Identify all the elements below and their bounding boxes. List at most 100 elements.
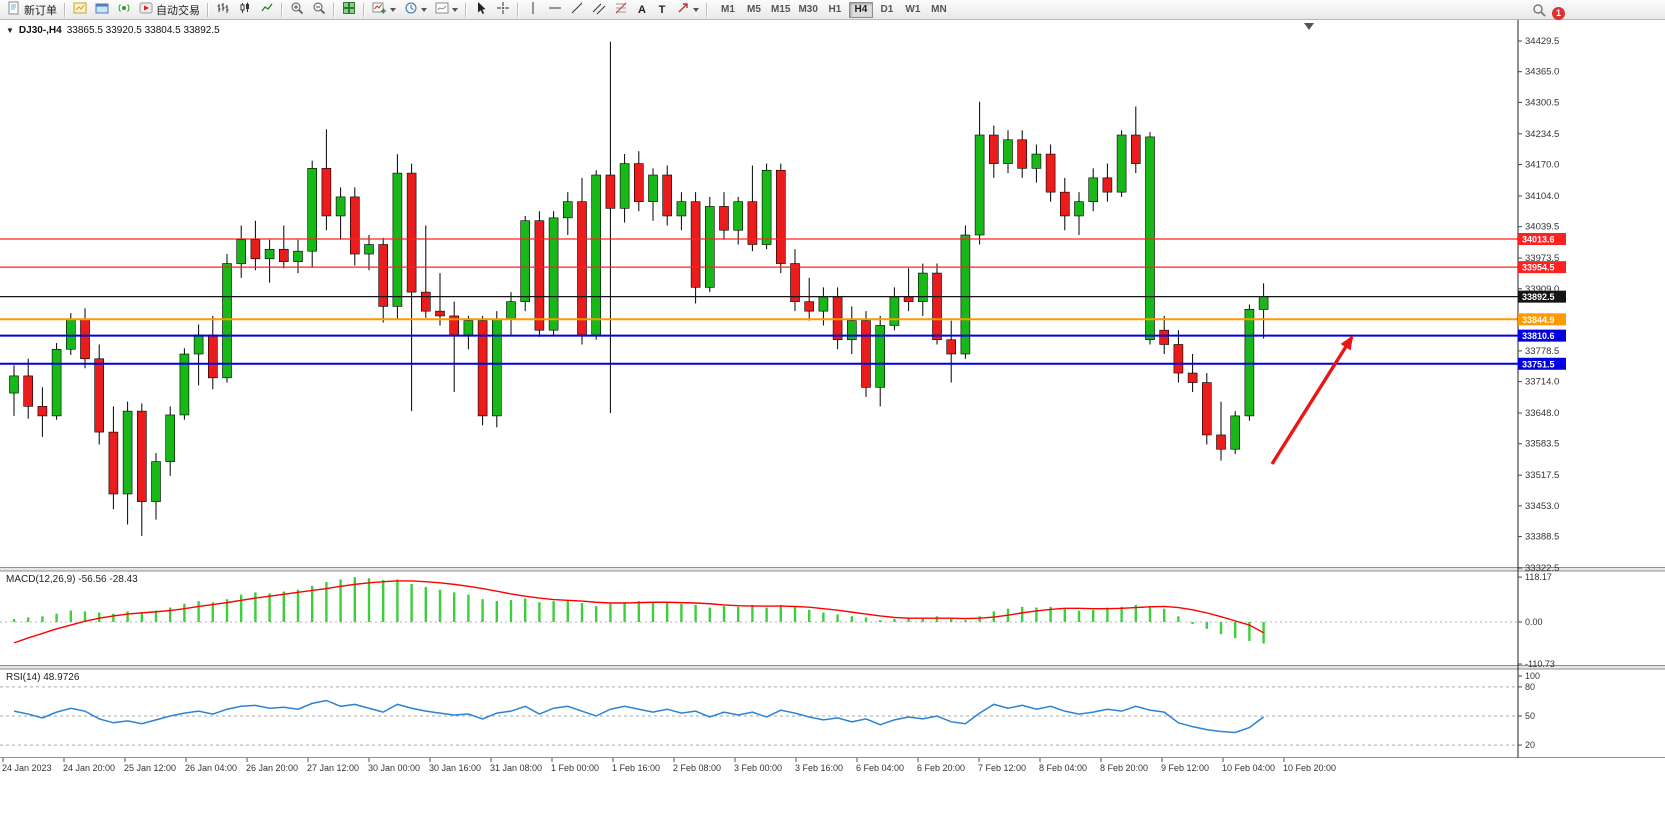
new-order-button[interactable]: 新订单 xyxy=(3,1,61,19)
timeframe-h1-button[interactable]: H1 xyxy=(823,2,847,18)
bear-candle xyxy=(108,431,119,495)
price-tick-label: 34429.5 xyxy=(1525,36,1559,47)
macd-signal-line xyxy=(13,580,1264,644)
new-chart-button[interactable] xyxy=(69,1,91,19)
fibonacci-icon xyxy=(614,1,628,18)
bear-candle xyxy=(690,201,701,288)
rsi-pane[interactable] xyxy=(0,686,1518,746)
time-tick-label: 3 Feb 00:00 xyxy=(734,763,782,773)
time-tick-label: 26 Jan 04:00 xyxy=(185,763,237,773)
notification-badge[interactable]: 1 xyxy=(1552,6,1565,20)
bull-candle xyxy=(974,134,985,236)
rsi-line xyxy=(13,699,1265,734)
time-tick-label: 27 Jan 12:00 xyxy=(307,763,359,773)
bull-candle xyxy=(1088,177,1098,202)
timeframe-m1-button[interactable]: M1 xyxy=(716,2,740,18)
price-label-boxes: 34013.6 33954.5 33892.5 33844.9 33810.6 33751… xyxy=(1518,232,1566,370)
separator xyxy=(517,2,519,17)
price-tick-label: 34365.0 xyxy=(1525,67,1559,78)
tile-windows-button[interactable] xyxy=(338,1,360,19)
bull-candle xyxy=(66,318,76,350)
bear-candle xyxy=(349,196,360,255)
chart-shift-marker[interactable] xyxy=(1304,23,1314,30)
arrows-button[interactable] xyxy=(672,1,703,19)
macd-indicator-label: MACD(12,26,9) -56.56 -28.43 xyxy=(6,574,138,585)
zoom-in-button[interactable] xyxy=(286,1,308,19)
price-label-text: 33751.5 xyxy=(1522,359,1555,369)
line-chart-button[interactable] xyxy=(256,1,278,19)
channel-button[interactable] xyxy=(588,1,610,19)
line-chart-icon xyxy=(260,1,274,18)
bull-candle xyxy=(591,174,602,336)
time-tick-label: 24 Jan 2023 xyxy=(2,763,52,773)
bar-chart-button[interactable] xyxy=(212,1,234,19)
one-click-collapse-icon[interactable]: ▼ xyxy=(6,26,14,35)
timeframe-m15-button[interactable]: M15 xyxy=(768,2,793,18)
zoom-out-button[interactable] xyxy=(308,1,330,19)
indicators-button[interactable] xyxy=(368,1,400,19)
auto-trading-icon xyxy=(139,1,153,18)
cursor-button[interactable] xyxy=(470,1,492,19)
ohlc-values-label: 33865.5 33920.5 33804.5 33892.5 xyxy=(66,25,220,36)
price-tick-label: 33388.5 xyxy=(1525,532,1559,543)
text-button[interactable]: A xyxy=(632,1,652,19)
bear-candle xyxy=(278,248,289,262)
time-tick-label: 8 Feb 04:00 xyxy=(1039,763,1087,773)
bear-candle xyxy=(137,410,147,502)
trendline-button[interactable] xyxy=(566,1,588,19)
timeframe-m5-button[interactable]: M5 xyxy=(742,2,766,18)
vertical-line-icon xyxy=(526,1,540,18)
horizontal-lines[interactable] xyxy=(0,238,1518,365)
bear-candle xyxy=(321,168,332,217)
bull-candle xyxy=(392,172,403,307)
pane-separators[interactable] xyxy=(0,20,1665,758)
signals-button[interactable] xyxy=(113,1,135,19)
symbol-period-label: DJ30-,H4 xyxy=(18,25,62,36)
periods-button[interactable] xyxy=(400,1,431,19)
bull-candle xyxy=(704,206,715,288)
timeframe-h4-button[interactable]: H4 xyxy=(848,1,873,18)
arrow-line[interactable] xyxy=(1270,336,1354,465)
rsi-tick-label: 50 xyxy=(1525,711,1535,721)
price-tick-label: 33322.5 xyxy=(1525,563,1559,574)
time-tick-label: 6 Feb 20:00 xyxy=(917,763,965,773)
candlestick-chart-button[interactable] xyxy=(234,1,256,19)
bear-candle xyxy=(1102,177,1113,193)
time-tick-label: 31 Jan 08:00 xyxy=(490,763,542,773)
auto-trading-button[interactable]: 自动交易 xyxy=(135,1,204,19)
price-label-text: 34013.6 xyxy=(1522,234,1555,244)
bear-candle xyxy=(804,301,815,312)
timeframe-group: M1 M5 M15 M30 H1 H4 D1 W1 MN xyxy=(715,1,952,18)
time-axis[interactable]: 24 Jan 2023 24 Jan 20:00 25 Jan 12:00 26 Ja… xyxy=(2,758,1336,773)
timeframe-w1-button[interactable]: W1 xyxy=(901,2,925,18)
bear-candle xyxy=(37,406,48,417)
bull-candle xyxy=(1145,136,1155,341)
arrow-head xyxy=(1340,335,1354,351)
timeframe-m30-button[interactable]: M30 xyxy=(795,2,820,18)
macd-pane[interactable] xyxy=(0,577,1518,644)
price-axis[interactable]: 34429.5 34365.0 34300.5 34234.5 34170.0 34104… xyxy=(1518,36,1559,574)
search-icon[interactable] xyxy=(1532,3,1547,23)
time-tick-label: 9 Feb 12:00 xyxy=(1161,763,1209,773)
bear-candle xyxy=(903,296,914,302)
bear-candle xyxy=(1060,191,1070,217)
templates-button[interactable] xyxy=(431,1,462,19)
text-label-button[interactable]: T xyxy=(652,1,672,19)
bull-candle xyxy=(122,410,133,495)
timeframe-d1-button[interactable]: D1 xyxy=(875,2,899,18)
fibonacci-button[interactable] xyxy=(610,1,632,19)
pane-separator xyxy=(0,665,1665,669)
pane-separator xyxy=(0,567,1665,571)
vertical-line-button[interactable] xyxy=(522,1,544,19)
timeframe-mn-button[interactable]: MN xyxy=(927,2,951,18)
symbol-header: ▼ DJ30-,H4 33865.5 33920.5 33804.5 33892… xyxy=(6,25,220,36)
profiles-button[interactable] xyxy=(91,1,113,19)
price-tick-label: 34104.0 xyxy=(1525,191,1559,202)
zoom-out-icon xyxy=(312,1,326,18)
trend-arrow-annotation[interactable] xyxy=(1270,332,1358,465)
crosshair-button[interactable] xyxy=(492,1,514,19)
horizontal-line-button[interactable] xyxy=(544,1,566,19)
profiles-icon xyxy=(95,1,109,18)
